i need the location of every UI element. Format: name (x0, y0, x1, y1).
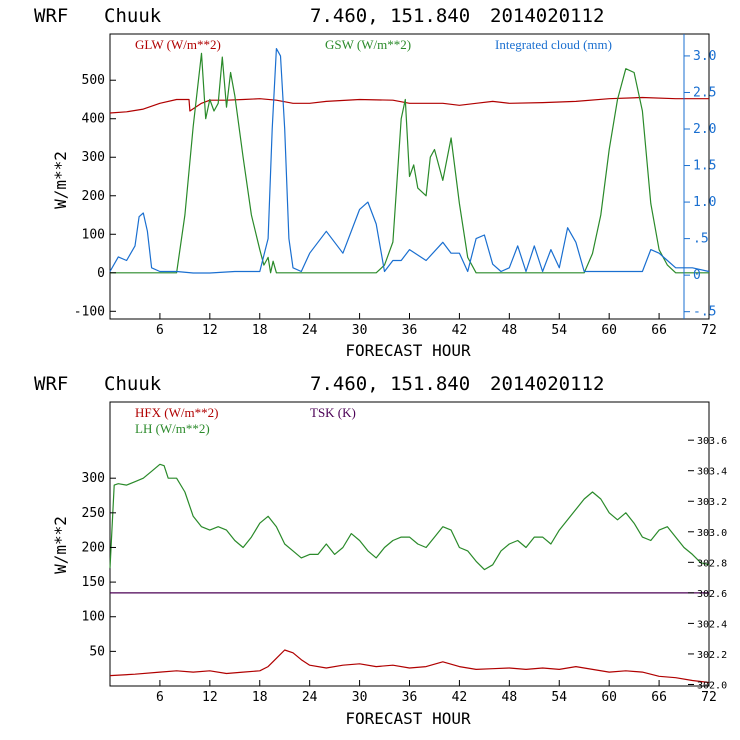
panel2-xlabel: FORECAST HOUR (345, 709, 471, 728)
x-tick-label: 18 (252, 323, 268, 338)
panel2-plot-frame (109, 401, 710, 687)
series-line-2-2 (109, 463, 710, 571)
y2-tick-label: 302.0 (697, 680, 727, 691)
header-location-1: Chuuk (104, 5, 162, 27)
panel2-ticks-group: 6 12 18 24 30 36 42 48 54 60 66 72 50 100 150 200 250 300… (82, 436, 728, 705)
y2-tick-label: 1.0 (693, 195, 716, 210)
x-tick-label: 30 (352, 690, 368, 705)
x-tick-label: 6 (156, 323, 164, 338)
header-model-1: WRF (34, 5, 68, 27)
series-line-2-1 (109, 649, 710, 684)
panel2-ylabel: W/m**2 (51, 516, 70, 574)
header-init-1: 2014020112 (490, 5, 604, 27)
panel2-series-group (109, 463, 710, 684)
y2-tick-label: 303.0 (697, 528, 727, 539)
y-tick-label: 0 (97, 266, 105, 281)
x-tick-label: 18 (252, 690, 268, 705)
x-tick-label: 12 (202, 323, 218, 338)
y2-tick-label: 3.0 (693, 49, 716, 64)
header-coords-1: 7.460, 151.840 (310, 5, 470, 27)
x-tick-label: 48 (502, 690, 518, 705)
x-tick-label: 24 (302, 690, 318, 705)
x-tick-label: 6 (156, 690, 164, 705)
y-tick-label: 400 (82, 112, 105, 127)
y-tick-label: 500 (82, 73, 105, 88)
legend-lh: LH (W/m**2) (135, 421, 210, 436)
legend-gsw: GSW (W/m**2) (325, 37, 411, 52)
x-tick-label: 60 (601, 690, 617, 705)
y2-tick-label: 302.2 (697, 650, 727, 661)
y-tick-label: 200 (82, 189, 105, 204)
y2-tick-label: 302.8 (697, 558, 727, 569)
y2-tick-label: 0 (693, 268, 701, 283)
x-tick-label: 72 (701, 690, 717, 705)
y2-tick-label: 303.6 (697, 436, 727, 447)
x-tick-label: 12 (202, 690, 218, 705)
panel1-xlabel: FORECAST HOUR (345, 341, 471, 360)
y2-tick-label: 303.2 (697, 497, 727, 508)
legend-integrated-cloud: Integrated cloud (mm) (495, 37, 612, 52)
y-tick-label: 150 (82, 575, 105, 590)
panel1-series-group (109, 47, 710, 274)
x-tick-label: 60 (601, 323, 617, 338)
x-tick-label: 30 (352, 323, 368, 338)
series-line-1-1 (109, 96, 709, 114)
y-tick-label: 250 (82, 506, 105, 521)
y2-tick-label: 302.4 (697, 619, 727, 630)
x-tick-label: 54 (551, 690, 567, 705)
x-tick-label: 42 (452, 323, 468, 338)
x-tick-label: 36 (402, 323, 418, 338)
series-line-1-2 (110, 52, 709, 274)
legend-tsk: TSK (K) (310, 405, 356, 420)
y2-tick-label: 2.0 (693, 122, 716, 137)
x-tick-label: 48 (502, 323, 518, 338)
header-coords-2: 7.460, 151.840 (310, 373, 470, 395)
y2-tick-label: 303.4 (697, 467, 727, 478)
x-tick-label: 66 (651, 323, 667, 338)
x-tick-label: 54 (551, 323, 567, 338)
y-tick-label: 50 (89, 644, 105, 659)
header-location-2: Chuuk (104, 373, 162, 395)
x-tick-label: 72 (701, 323, 717, 338)
x-tick-label: 42 (452, 690, 468, 705)
y-tick-label: 300 (82, 150, 105, 165)
legend-glw: GLW (W/m**2) (135, 37, 221, 52)
y-tick-label: -100 (74, 304, 105, 319)
x-tick-label: 36 (402, 690, 418, 705)
series-line-1-3 (109, 47, 710, 274)
x-tick-label: 66 (651, 690, 667, 705)
y2-tick-label: 2.5 (693, 85, 716, 100)
y2-tick-label: .5 (693, 232, 709, 247)
panel1-ylabel: W/m**2 (51, 151, 70, 209)
legend-hfx: HFX (W/m**2) (135, 405, 218, 420)
header-init-2: 2014020112 (490, 373, 604, 395)
y-tick-label: 100 (82, 227, 105, 242)
y2-tick-label: 302.6 (697, 589, 727, 600)
y-tick-label: 100 (82, 610, 105, 625)
x-tick-label: 24 (302, 323, 318, 338)
y2-tick-label: -.5 (693, 305, 716, 320)
y2-tick-label: 1.5 (693, 159, 716, 174)
header-model-2: WRF (34, 373, 68, 395)
y-tick-label: 300 (82, 471, 105, 486)
panel1-ticks-group: 6 12 18 24 30 36 42 48 54 60 66 72 -100 0 100 200 300 400… (74, 49, 717, 338)
y-tick-label: 200 (82, 540, 105, 555)
